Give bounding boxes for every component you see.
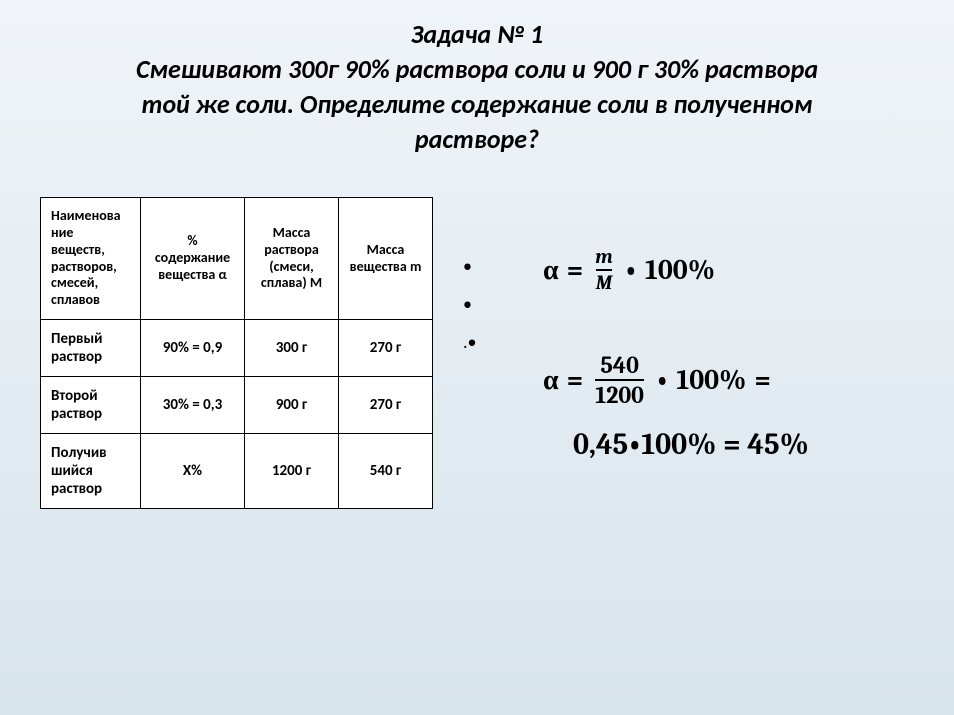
fraction-denominator: 1200 [595, 379, 644, 407]
dot-operator: • [656, 364, 668, 396]
fraction-denominator: M [596, 269, 613, 293]
equals-sign: = [754, 364, 771, 396]
percent-100: 100% [645, 254, 715, 286]
percent-100: 100% [676, 364, 746, 396]
fraction-numerator: 540 [600, 353, 639, 379]
task-number: Задача № 1 [40, 18, 914, 50]
cell-name: Получившийся раствор [41, 434, 141, 509]
slide-container: Задача № 1 Смешивают 300г 90% раствора с… [0, 0, 954, 529]
formula-general: α = m M • 100% [543, 247, 914, 293]
cell-name: Первый раствор [41, 320, 141, 377]
data-table: Наименование веществ, растворов, смесей,… [40, 197, 433, 509]
cell-pct: 30% = 0,3 [141, 377, 245, 434]
cell-mass-M: 1200 г [245, 434, 339, 509]
cell-mass-m: 270 г [339, 320, 433, 377]
formula-result: 0,45•100% = 45% [543, 427, 914, 462]
cell-mass-m: 540 г [339, 434, 433, 509]
cell-name: Второй раствор [41, 377, 141, 434]
task-line-3: растворе? [40, 122, 914, 157]
data-table-wrap: Наименование веществ, растворов, смесей,… [40, 197, 433, 509]
cell-mass-m: 270 г [339, 377, 433, 434]
th-percent: % содержание вещества α [141, 198, 245, 320]
table-row: Получившийся раствор X% 1200 г 540 г [41, 434, 433, 509]
th-name: Наименование веществ, растворов, смесей,… [41, 198, 141, 320]
dot-operator: • [625, 254, 637, 286]
formula-numeric: α = 540 1200 • 100% = [543, 353, 914, 407]
cell-mass-M: 300 г [245, 320, 339, 377]
task-line-1: Смешивают 300г 90% раствора соли и 900 г… [40, 52, 914, 87]
equals-sign: = [567, 254, 584, 286]
fraction-numerator: m [595, 247, 612, 269]
formula-block: α = m M • 100% α = 540 1200 • 100% = [513, 197, 914, 462]
cell-pct: 90% = 0,9 [141, 320, 245, 377]
bullet-icon: .• [463, 333, 483, 351]
cell-pct: X% [141, 434, 245, 509]
cell-mass-M: 900 г [245, 377, 339, 434]
alpha-symbol: α [543, 254, 559, 287]
content-row: Наименование веществ, растворов, смесей,… [40, 197, 914, 509]
fraction-m-over-M: m M [595, 247, 612, 293]
bullet-icon: • [463, 257, 483, 275]
table-row: Второй раствор 30% = 0,3 900 г 270 г [41, 377, 433, 434]
th-mass-M: Масса раствора (смеси, сплава) M [245, 198, 339, 320]
th-mass-m: Масса вещества m [339, 198, 433, 320]
table-header-row: Наименование веществ, растворов, смесей,… [41, 198, 433, 320]
task-line-2: той же соли. Определите содержание соли … [40, 87, 914, 122]
equals-sign: = [567, 364, 584, 396]
bullet-icon: • [463, 295, 483, 313]
fraction-540-1200: 540 1200 [595, 353, 644, 407]
title-block: Задача № 1 Смешивают 300г 90% раствора с… [40, 18, 914, 157]
alpha-symbol: α [543, 364, 559, 397]
bullet-column: • • .• [463, 257, 483, 351]
table-row: Первый раствор 90% = 0,9 300 г 270 г [41, 320, 433, 377]
